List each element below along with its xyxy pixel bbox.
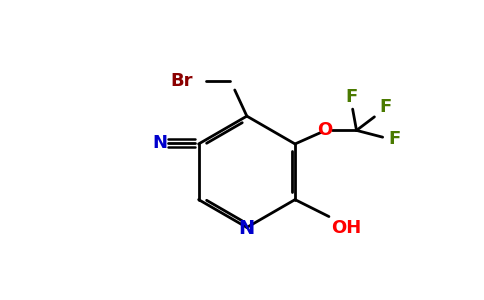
Text: N: N — [239, 219, 255, 238]
Text: F: F — [388, 130, 400, 148]
Text: O: O — [318, 122, 333, 140]
Text: F: F — [379, 98, 392, 116]
Text: OH: OH — [332, 219, 362, 237]
Text: Br: Br — [170, 72, 193, 90]
Text: F: F — [346, 88, 358, 106]
Text: N: N — [152, 134, 167, 152]
